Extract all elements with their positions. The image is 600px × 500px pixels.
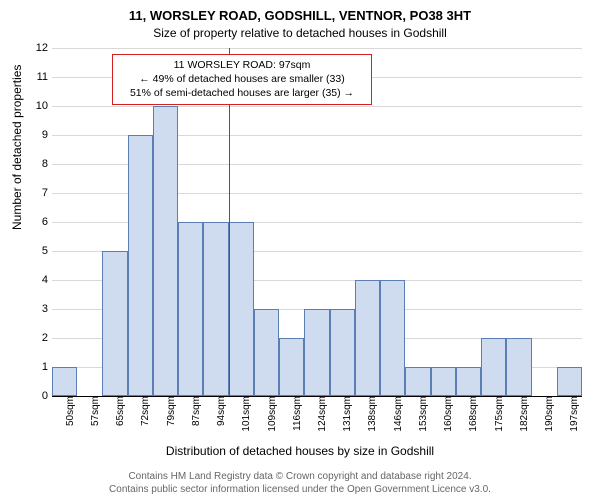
chart-container: 11, WORSLEY ROAD, GODSHILL, VENTNOR, PO3… <box>0 0 600 500</box>
y-axis-label: Number of detached properties <box>10 65 24 230</box>
attribution-line-2: Contains public sector information licen… <box>0 483 600 496</box>
gridline <box>52 106 582 107</box>
attribution: Contains HM Land Registry data © Crown c… <box>0 470 600 496</box>
x-tick-label: 153sqm <box>418 396 426 432</box>
bar <box>456 367 481 396</box>
chart-title-sub: Size of property relative to detached ho… <box>0 26 600 40</box>
y-tick-label: 7 <box>30 187 48 199</box>
x-tick-label: 131sqm <box>342 396 350 432</box>
plot-area: 012345678910111250sqm57sqm65sqm72sqm79sq… <box>52 48 582 397</box>
bar <box>330 309 355 396</box>
x-tick-label: 57sqm <box>90 396 98 426</box>
bar <box>380 280 405 396</box>
bar <box>431 367 456 396</box>
x-tick-label: 124sqm <box>317 396 325 432</box>
bar <box>557 367 582 396</box>
x-tick-label: 72sqm <box>140 396 148 426</box>
attribution-line-1: Contains HM Land Registry data © Crown c… <box>0 470 600 483</box>
bar <box>102 251 127 396</box>
bar <box>229 222 254 396</box>
x-tick-label: 116sqm <box>292 396 300 431</box>
chart-title-main: 11, WORSLEY ROAD, GODSHILL, VENTNOR, PO3… <box>0 8 600 23</box>
bar <box>355 280 380 396</box>
x-tick-label: 190sqm <box>544 396 552 432</box>
y-tick-label: 1 <box>30 361 48 373</box>
annotation-line-2: ← 49% of detached houses are smaller (33… <box>119 72 365 86</box>
x-tick-label: 109sqm <box>267 396 275 432</box>
x-tick-label: 50sqm <box>65 396 73 426</box>
y-tick-label: 4 <box>30 274 48 286</box>
y-tick-label: 8 <box>30 158 48 170</box>
y-tick-label: 5 <box>30 245 48 257</box>
x-tick-label: 168sqm <box>468 396 476 432</box>
y-tick-label: 11 <box>30 71 48 83</box>
y-tick-label: 6 <box>30 216 48 228</box>
y-tick-label: 12 <box>30 42 48 54</box>
bar <box>405 367 430 396</box>
bar <box>52 367 77 396</box>
annotation-box: 11 WORSLEY ROAD: 97sqm← 49% of detached … <box>112 54 372 105</box>
x-tick-label: 182sqm <box>519 396 527 432</box>
y-tick-label: 9 <box>30 129 48 141</box>
bar <box>506 338 531 396</box>
bar <box>153 106 178 396</box>
x-tick-label: 65sqm <box>115 396 123 426</box>
y-tick-label: 0 <box>30 390 48 402</box>
x-tick-label: 94sqm <box>216 396 224 426</box>
bar <box>279 338 304 396</box>
annotation-line-1: 11 WORSLEY ROAD: 97sqm <box>119 58 365 72</box>
y-tick-label: 2 <box>30 332 48 344</box>
gridline <box>52 48 582 49</box>
bar <box>203 222 228 396</box>
y-tick-label: 3 <box>30 303 48 315</box>
x-axis-label: Distribution of detached houses by size … <box>0 444 600 458</box>
annotation-line-3: 51% of semi-detached houses are larger (… <box>119 86 365 100</box>
y-tick-label: 10 <box>30 100 48 112</box>
bar <box>254 309 279 396</box>
x-tick-label: 160sqm <box>443 396 451 432</box>
bar <box>128 135 153 396</box>
bar <box>481 338 506 396</box>
x-tick-label: 146sqm <box>393 396 401 432</box>
x-tick-label: 197sqm <box>569 396 577 432</box>
bar <box>178 222 203 396</box>
x-tick-label: 101sqm <box>241 396 249 432</box>
x-tick-label: 175sqm <box>494 396 502 432</box>
x-tick-label: 87sqm <box>191 396 199 426</box>
bar <box>304 309 329 396</box>
x-tick-label: 79sqm <box>166 396 174 426</box>
x-tick-label: 138sqm <box>367 396 375 432</box>
